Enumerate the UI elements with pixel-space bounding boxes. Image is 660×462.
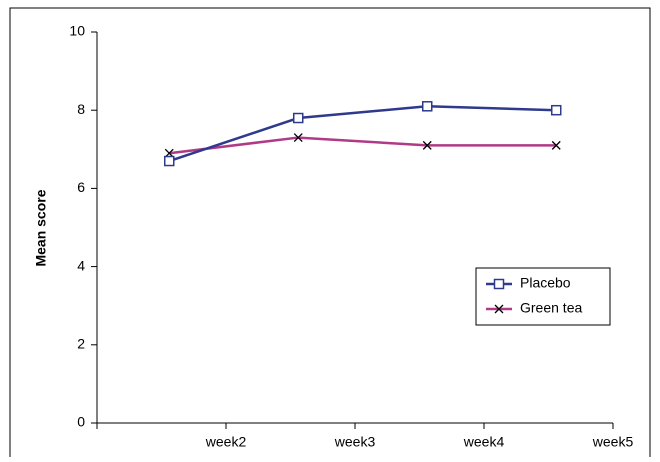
point — [422, 140, 432, 150]
x-tick-label: week3 — [334, 434, 376, 450]
y-tick-label: 0 — [77, 414, 85, 430]
y-axis-label: Mean score — [33, 189, 49, 266]
point — [163, 155, 175, 167]
y-tick-label: 4 — [77, 257, 85, 273]
series-line — [169, 136, 557, 155]
y-tick-label: 8 — [77, 101, 85, 117]
y-tick-label: 6 — [77, 179, 85, 195]
series-line — [168, 105, 557, 163]
x-tick-label: week5 — [592, 434, 634, 450]
point — [551, 140, 561, 150]
point — [421, 101, 433, 112]
frame — [9, 7, 651, 462]
y-tick-label: 2 — [77, 336, 85, 352]
legend-box — [475, 267, 611, 326]
point — [293, 133, 303, 143]
x-tick-label: week2 — [205, 434, 247, 450]
point — [550, 104, 562, 116]
legend-label: Green tea — [520, 300, 582, 316]
point — [494, 304, 504, 314]
y-tick-label: 10 — [69, 23, 85, 39]
legend-label: Placebo — [520, 275, 571, 291]
point — [292, 112, 304, 124]
x-tick-label: week4 — [463, 434, 505, 450]
point — [493, 278, 505, 290]
